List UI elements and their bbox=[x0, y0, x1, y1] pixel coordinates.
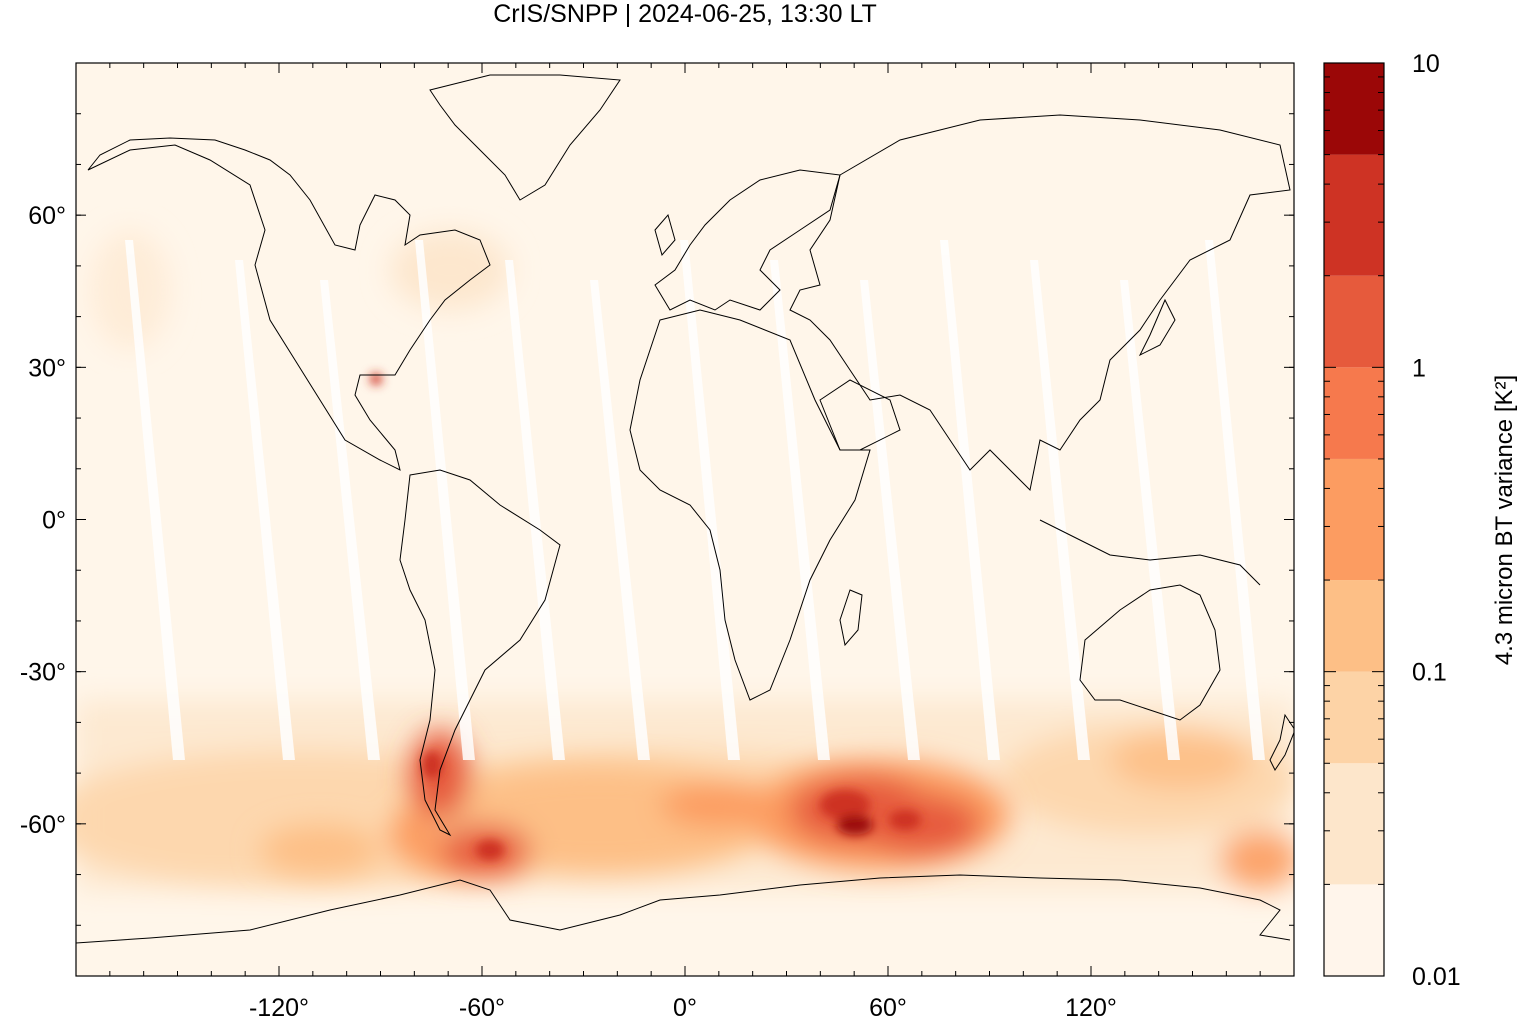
lon-tick-label: -120° bbox=[249, 994, 309, 1020]
swath-gap bbox=[125, 240, 185, 760]
swath-gap bbox=[505, 260, 565, 760]
swath-gap bbox=[235, 260, 295, 760]
swath-gap bbox=[680, 240, 740, 760]
colorbar-level bbox=[1324, 884, 1384, 976]
colorbar-level bbox=[1324, 367, 1384, 459]
coastlines bbox=[76, 74, 1294, 944]
coastline-uk bbox=[654, 213, 676, 257]
lat-tick-label: 0° bbox=[42, 507, 66, 535]
swath-gap bbox=[320, 280, 380, 760]
lat-tick-label: 30° bbox=[28, 354, 66, 382]
colorbar-level bbox=[1324, 275, 1384, 368]
lon-tick-label: -60° bbox=[459, 994, 505, 1020]
colorbar-label: 4.3 micron BT variance [K²] bbox=[1491, 375, 1518, 665]
swath-gap bbox=[1030, 260, 1090, 760]
map-axes: -120° -60° 0° 60° 120° 60° 30° 0° -30° -60° bbox=[20, 63, 1294, 1020]
variance-cores bbox=[370, 373, 921, 860]
coastline-japan bbox=[1138, 298, 1176, 357]
coastline-greenland bbox=[429, 74, 621, 201]
coastline-asia bbox=[789, 114, 1291, 492]
lat-tick-label: -30° bbox=[20, 659, 66, 687]
coastline-arabia bbox=[819, 379, 901, 451]
coastline-south-america bbox=[399, 469, 561, 837]
colorbar-level bbox=[1324, 763, 1384, 885]
swath-gap bbox=[860, 280, 920, 760]
swath-gaps bbox=[125, 240, 1265, 760]
map-content bbox=[76, 74, 1294, 944]
colorbar-level bbox=[1324, 580, 1384, 672]
lon-tick-label: 60° bbox=[869, 994, 907, 1020]
swath-gap bbox=[1205, 240, 1265, 760]
swath-gap bbox=[770, 260, 830, 760]
coastline-antarctica bbox=[76, 874, 1291, 944]
coastline-europe bbox=[654, 169, 841, 311]
colorbar-tick-label: 0.1 bbox=[1412, 659, 1447, 687]
coastline-north-america bbox=[87, 137, 491, 471]
colorbar-tick-label: 0.01 bbox=[1412, 963, 1461, 991]
coastline-madagascar bbox=[839, 589, 863, 647]
colorbar: 10 1 0.1 0.01 bbox=[1323, 50, 1461, 991]
map-title: CrIS/SNPP | 2024-06-25, 13:30 LT bbox=[493, 0, 877, 28]
lon-tick-label: 120° bbox=[1065, 994, 1117, 1020]
lat-tick-label: -60° bbox=[20, 811, 66, 839]
coastline-australia bbox=[1079, 584, 1221, 721]
colorbar-level bbox=[1324, 671, 1384, 764]
colorbar-level bbox=[1324, 154, 1384, 276]
colorbar-level bbox=[1324, 458, 1384, 581]
coastline-africa bbox=[629, 309, 871, 701]
swath-gap bbox=[940, 240, 1000, 760]
swath-gap bbox=[415, 240, 475, 760]
colorbar-frame bbox=[1323, 62, 1385, 977]
coastline-new-zealand bbox=[1269, 713, 1294, 771]
swath-gap bbox=[1120, 280, 1180, 760]
coastline-indonesia bbox=[1039, 519, 1261, 586]
colorbar-tick-label: 1 bbox=[1412, 354, 1426, 382]
swath-gap bbox=[590, 280, 650, 760]
lon-tick-label: 0° bbox=[673, 994, 697, 1020]
colorbar-tick-label: 10 bbox=[1412, 50, 1440, 78]
colorbar-level bbox=[1324, 63, 1384, 155]
lat-tick-label: 60° bbox=[28, 202, 66, 230]
